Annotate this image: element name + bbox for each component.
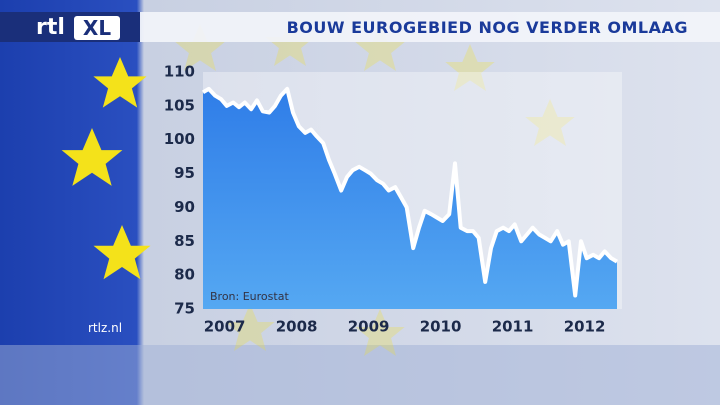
x-tick-label: 2009 [348,318,390,336]
x-tick-label: 2010 [420,318,462,336]
y-tick-label: 95 [174,164,195,182]
y-tick-label: 100 [164,130,195,148]
area [203,88,617,310]
x-tick-label: 2011 [492,318,534,336]
source-note: Bron: Eurostat [210,290,289,303]
x-tick-label: 2008 [276,318,318,336]
y-tick-label: 90 [174,198,195,216]
x-tick-label: 2007 [204,318,246,336]
title-bar [140,12,720,42]
y-tick-label: 80 [174,266,195,284]
footer-band [0,345,720,405]
line [201,86,619,298]
y-tick-label: 110 [164,63,195,81]
y-tick-label: 105 [164,96,195,114]
logo-rtl: rtl [36,15,65,40]
y-tick-label: 75 [174,300,195,318]
plot: 75 80 85 90 95 100 105 110 2007 2008 2009 2010 2011 2… [164,63,619,336]
x-tick-label: 2012 [564,318,606,336]
y-tick-label: 85 [174,232,195,250]
site-label: rtlz.nl [88,321,122,335]
logo-xl: XL [83,16,111,40]
chart-title: BOUW EUROGEBIED NOG VERDER OMLAAG [287,18,688,37]
logo-box [74,16,120,40]
